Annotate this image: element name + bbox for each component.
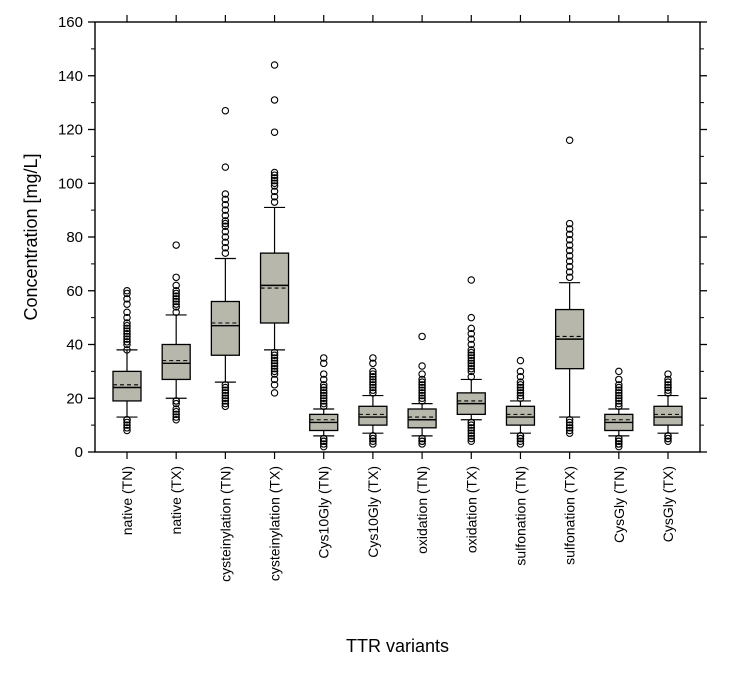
svg-text:120: 120	[58, 122, 83, 139]
svg-text:0: 0	[75, 444, 83, 461]
svg-text:140: 140	[58, 68, 83, 85]
svg-text:sulfonation (TX): sulfonation (TX)	[562, 466, 578, 565]
chart-svg: 0 20 40 60 80 100 120 140 160 Concentration [mg/L…	[0, 0, 748, 674]
svg-text:60: 60	[66, 283, 83, 300]
svg-text:20: 20	[66, 390, 83, 407]
boxplot-chart: 0 20 40 60 80 100 120 140 160 Concentration [mg/L…	[0, 0, 748, 674]
svg-text:oxidation (TN): oxidation (TN)	[414, 466, 430, 554]
svg-text:80: 80	[66, 229, 83, 246]
svg-text:native (TX): native (TX)	[168, 466, 184, 534]
svg-text:160: 160	[58, 14, 83, 31]
svg-text:Cys10Gly (TN): Cys10Gly (TN)	[316, 466, 332, 559]
svg-text:100: 100	[58, 175, 83, 192]
svg-text:oxidation (TX): oxidation (TX)	[463, 466, 479, 553]
svg-text:40: 40	[66, 337, 83, 354]
svg-text:native (TN): native (TN)	[119, 466, 135, 535]
svg-text:CysGly (TN): CysGly (TN)	[611, 466, 627, 543]
svg-text:CysGly (TX): CysGly (TX)	[660, 466, 676, 542]
svg-text:Concentration [mg/L]: Concentration [mg/L]	[21, 153, 41, 320]
svg-text:cysteinylation (TN): cysteinylation (TN)	[217, 466, 233, 582]
svg-text:sulfonation (TN): sulfonation (TN)	[512, 466, 528, 566]
svg-text:TTR variants: TTR variants	[346, 636, 449, 656]
svg-text:Cys10Gly (TX): Cys10Gly (TX)	[365, 466, 381, 558]
svg-text:cysteinylation (TX): cysteinylation (TX)	[267, 466, 283, 581]
